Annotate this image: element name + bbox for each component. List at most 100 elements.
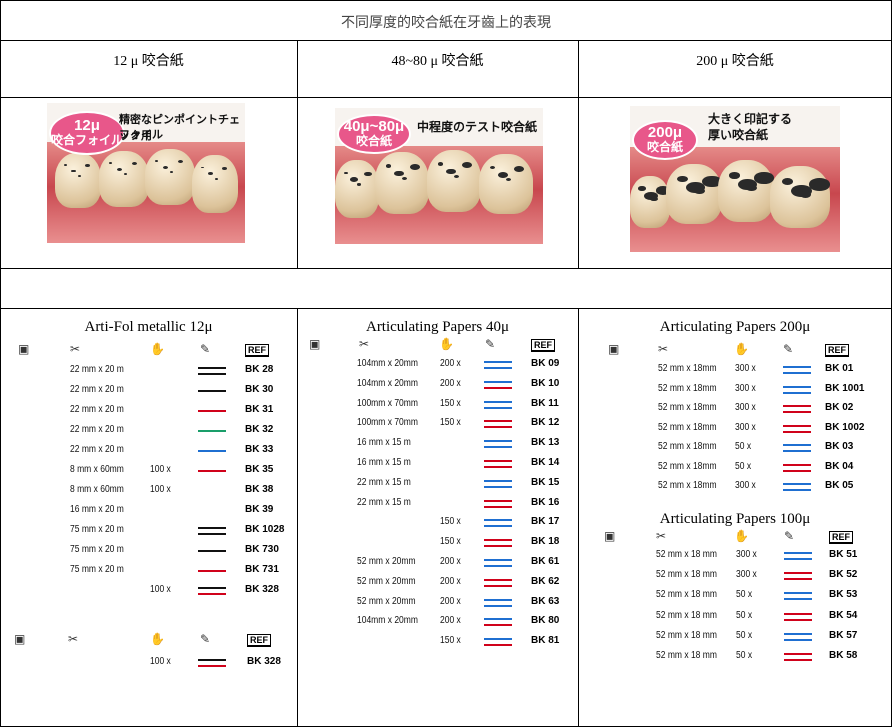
color-line [484,519,512,522]
color-line [484,499,512,502]
rule [0,0,892,1]
ink-mark [782,178,794,186]
block-title: Articulating Papers 100μ [659,511,811,527]
color-line [198,373,226,375]
ink-mark [638,186,646,191]
size: 22 mm x 15 m [357,496,411,508]
ink-mark [746,184,757,192]
color-line [784,578,812,581]
ink-mark [462,162,472,169]
rule [578,308,579,727]
ink-mark [650,196,658,202]
ref-number: BK 81 [531,635,560,647]
tooth [666,164,722,224]
size: 16 mm x 15 m [357,457,411,468]
column-header: 200 μ 咬合紙 [696,54,774,69]
size: 100mm x 70mm [357,397,418,409]
rule [297,308,298,727]
ref-number: BK 32 [245,424,274,435]
icon: ✂ [68,632,79,646]
color-line [198,570,226,572]
block-title: Articulating Papers 40μ [365,319,509,335]
ref-number: BK 1002 [825,421,865,433]
size: 52 mm x 18mm [658,382,717,394]
ref-number: BK 35 [245,464,274,475]
ink-mark [385,164,392,168]
color-line [198,587,226,589]
color-line [783,411,811,413]
ref-number: BK 04 [825,460,854,472]
color-line [484,466,512,468]
quantity: 150 x [440,397,461,409]
size: 22 mm x 20 m [70,444,124,455]
quantity: 100 x [150,584,171,595]
color-line [484,584,512,587]
tooth [145,149,195,205]
size: 8 mm x 60mm [70,484,124,495]
color-line [198,533,226,535]
color-line [783,469,811,472]
ref-number: BK 57 [829,629,858,641]
ref-number: BK 11 [531,397,559,409]
ink-mark [357,183,362,186]
size: 52 mm x 18 mm [656,569,717,581]
caption: 精密なピンポイントチェック用 [119,114,240,142]
badge-text: 200μ [647,124,683,141]
icon: ✋ [734,529,749,543]
ink-mark [215,178,218,180]
badge-text: 12μ [74,117,100,134]
size: 16 mm x 20 m [70,504,124,515]
size: 52 mm x 20mm [357,595,416,607]
size: 52 mm x 18mm [658,460,717,472]
ink-mark [506,178,512,182]
color-line [484,485,512,488]
color-line [484,380,512,383]
icon: ✋ [734,342,749,356]
quantity: 200 x [440,595,461,607]
ref-header: REF [825,344,849,357]
icon: ✎ [784,529,795,543]
color-line [484,618,512,621]
ref-number: BK 731 [245,564,279,575]
ref-number: BK 15 [531,476,560,488]
color-line [198,659,226,661]
quantity: 300 x [736,549,757,560]
icon: ✎ [485,337,496,351]
ink-mark [729,172,740,179]
ref-number: BK 30 [245,384,274,395]
ref-number: BK 51 [829,549,858,560]
size: 104mm x 20mm [357,615,418,627]
ink-mark [131,162,137,166]
tooth [375,152,429,214]
color-line [484,367,512,369]
ink-mark [410,164,420,171]
block-title: Arti-Fol metallic 12μ [84,319,213,335]
ref-number: BK 12 [531,417,560,429]
color-line [198,410,226,412]
ink-mark [656,186,670,195]
ink-mark [162,165,168,170]
ref-number: BK 58 [829,650,858,661]
rule [578,40,579,268]
tooth [479,154,533,214]
icon: ✂ [70,342,81,356]
quantity: 300 x [735,421,756,433]
ref-number: BK 02 [825,402,854,413]
size: 52 mm x 18mm [658,441,717,452]
ref-number: BK 80 [531,615,560,627]
quantity: 300 x [735,382,756,394]
ref-number: BK 53 [829,589,858,601]
color-line [784,618,812,621]
icon: ▣ [608,342,620,356]
ref-number: BK 63 [531,595,560,607]
size: 52 mm x 18 mm [656,609,717,621]
size: 52 mm x 18mm [658,480,717,491]
column-header: 48~80 μ 咬合紙 [391,54,484,69]
ink-mark [497,172,508,178]
size: 104mm x 20mm [357,358,418,369]
caption: 中程度のテスト咬合紙 [417,120,538,134]
color-line [484,624,512,627]
tooth [99,151,149,207]
color-line [783,463,811,466]
rule [0,0,1,727]
